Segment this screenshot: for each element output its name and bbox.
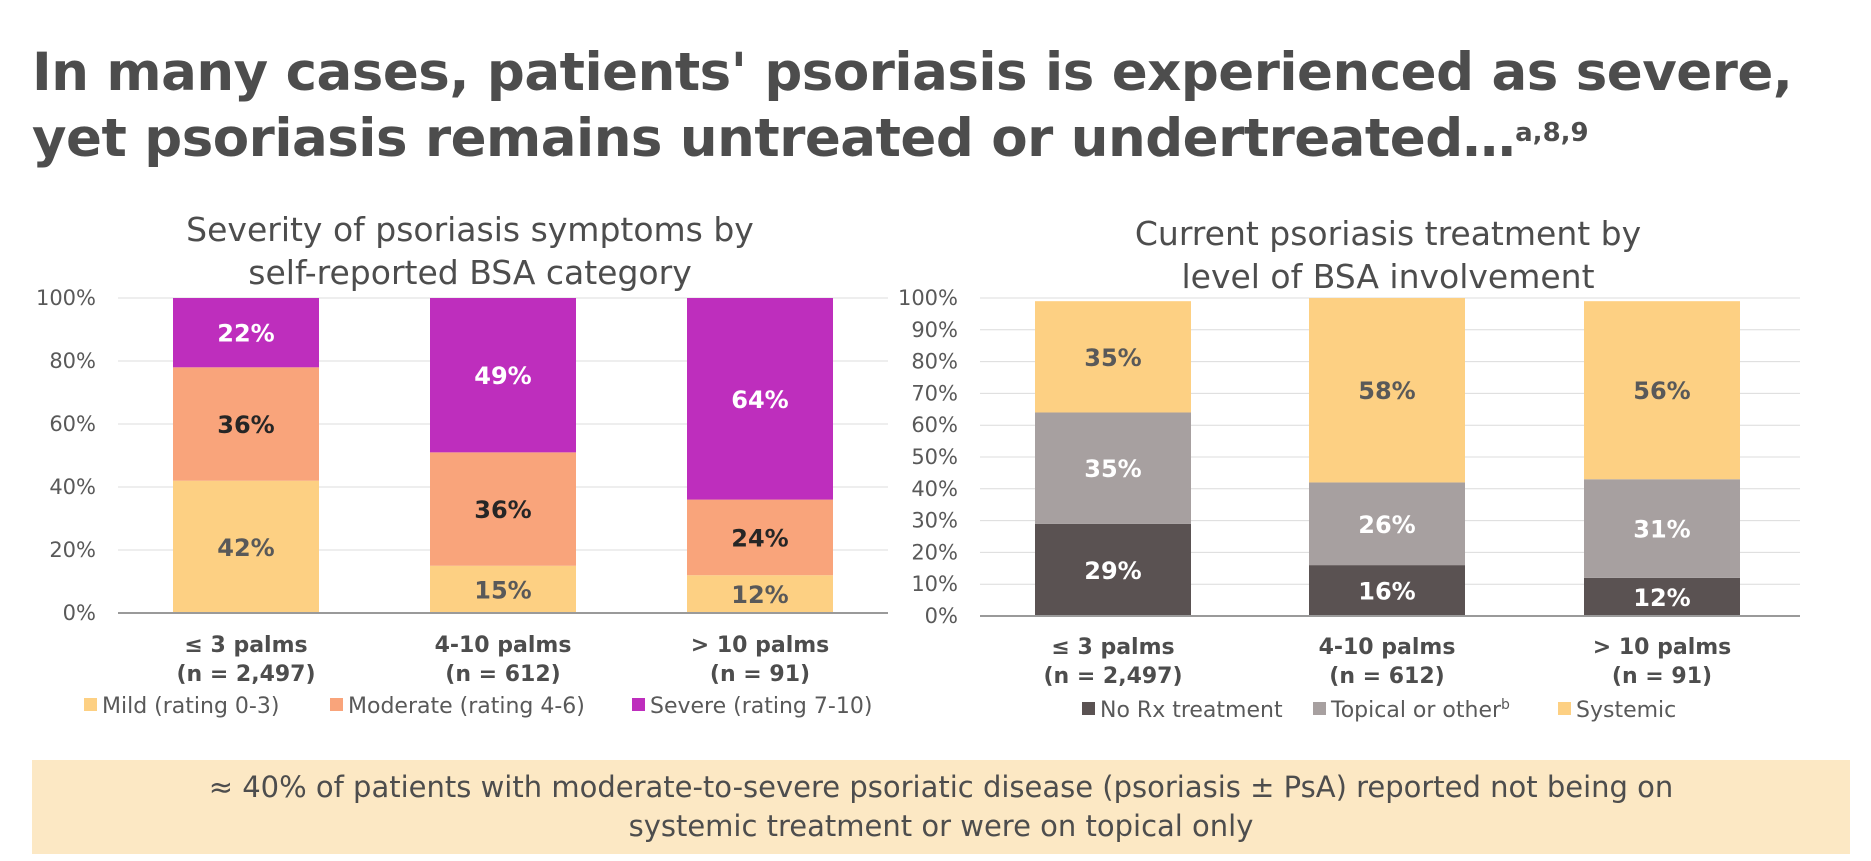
legend-superscript: b (1501, 697, 1510, 713)
legend-swatch (330, 698, 343, 711)
data-label: 24% (731, 524, 788, 552)
data-label: 35% (1084, 344, 1141, 372)
data-label: 29% (1084, 557, 1141, 585)
headline-line-2-text: yet psoriasis remains untreated or under… (32, 108, 1516, 169)
data-label: 16% (1358, 578, 1415, 606)
x-category-label: (n = 612) (1329, 664, 1444, 689)
bar-segment (1584, 301, 1740, 480)
data-label: 36% (217, 411, 274, 439)
data-label: 64% (731, 386, 788, 414)
data-label: 56% (1633, 377, 1690, 405)
y-tick-label: 100% (36, 286, 96, 310)
legend-swatch (632, 698, 645, 711)
legend-swatch (84, 698, 97, 711)
x-category-label: (n = 612) (445, 662, 560, 687)
y-tick-label: 50% (911, 445, 958, 469)
legend-label: Moderate (rating 4-6) (348, 694, 585, 719)
y-tick-label: 60% (49, 412, 96, 436)
data-label: 12% (731, 581, 788, 609)
summary-callout: ≈ 40% of patients with moderate-to-sever… (32, 760, 1850, 854)
bar-segment (1035, 523, 1191, 616)
y-tick-label: 90% (911, 318, 958, 342)
data-label: 42% (217, 534, 274, 562)
data-label: 31% (1633, 516, 1690, 544)
bar-segment (1309, 298, 1465, 483)
legend-label: Topical or otherb (1330, 697, 1510, 723)
data-label: 58% (1358, 377, 1415, 405)
chart-1: Severity of psoriasis symptoms by self-re… (36, 210, 888, 719)
data-label: 49% (474, 362, 531, 390)
y-tick-label: 0% (925, 604, 958, 628)
legend-label: Systemic (1576, 698, 1676, 723)
bar-segment (1035, 301, 1191, 413)
headline-line-1: In many cases, patients' psoriasis is ex… (32, 42, 1793, 103)
bar-segment (1035, 412, 1191, 524)
x-category-label: ≤ 3 palms (1051, 635, 1174, 660)
bar-segment (430, 452, 576, 566)
bar-segment (430, 298, 576, 453)
bar-segment (1584, 577, 1740, 616)
y-tick-label: 100% (898, 286, 958, 310)
x-category-label: (n = 2,497) (176, 662, 315, 687)
data-label: 12% (1633, 584, 1690, 612)
chart-title-line: Current psoriasis treatment by (1135, 214, 1641, 253)
data-label: 36% (474, 496, 531, 524)
chart-title-line: self-reported BSA category (248, 253, 691, 292)
x-category-label: (n = 2,497) (1043, 664, 1182, 689)
data-label: 26% (1358, 511, 1415, 539)
bar-segment (173, 367, 319, 481)
bar-segment (173, 298, 319, 368)
x-category-label: (n = 91) (1612, 664, 1712, 689)
y-tick-label: 80% (49, 349, 96, 373)
data-label: 22% (217, 320, 274, 348)
y-tick-label: 60% (911, 413, 958, 437)
chart-2: Current psoriasis treatment by level of B… (898, 214, 1800, 723)
bar-segment (1584, 479, 1740, 578)
chart-title-line: level of BSA involvement (1181, 257, 1594, 296)
bar-segment (687, 298, 833, 500)
y-tick-label: 20% (911, 540, 958, 564)
y-tick-label: 20% (49, 538, 96, 562)
y-tick-label: 10% (911, 572, 958, 596)
x-category-label: 4-10 palms (1319, 635, 1456, 660)
x-category-label: 4-10 palms (435, 633, 572, 658)
bar-segment (687, 575, 833, 613)
y-tick-label: 70% (911, 381, 958, 405)
x-category-label: (n = 91) (710, 662, 810, 687)
legend-label: Severe (rating 7-10) (650, 694, 872, 719)
bar-segment (173, 480, 319, 613)
data-label: 35% (1084, 455, 1141, 483)
headline-superscript: a,8,9 (1515, 118, 1589, 148)
chart-title-line: Severity of psoriasis symptoms by (186, 210, 754, 249)
bar-segment (1309, 565, 1465, 616)
data-label: 15% (474, 576, 531, 604)
legend-label: Mild (rating 0-3) (102, 694, 279, 719)
y-tick-label: 80% (911, 350, 958, 374)
bar-segment (687, 499, 833, 576)
y-tick-label: 40% (911, 477, 958, 501)
legend-swatch (1313, 702, 1326, 715)
page-headline: In many cases, patients' psoriasis is ex… (32, 40, 1832, 172)
legend-swatch (1082, 702, 1095, 715)
x-category-label: > 10 palms (691, 633, 830, 658)
legend-label: No Rx treatment (1100, 698, 1283, 723)
callout-text: ≈ 40% of patients with moderate-to-sever… (208, 770, 1674, 843)
x-category-label: ≤ 3 palms (184, 633, 307, 658)
y-tick-label: 30% (911, 509, 958, 533)
bar-segment (430, 565, 576, 613)
legend-swatch (1558, 702, 1571, 715)
bar-segment (1309, 482, 1465, 566)
y-tick-label: 0% (63, 601, 96, 625)
y-tick-label: 40% (49, 475, 96, 499)
headline-line-2: yet psoriasis remains untreated or under… (32, 106, 1832, 172)
x-category-label: > 10 palms (1593, 635, 1732, 660)
